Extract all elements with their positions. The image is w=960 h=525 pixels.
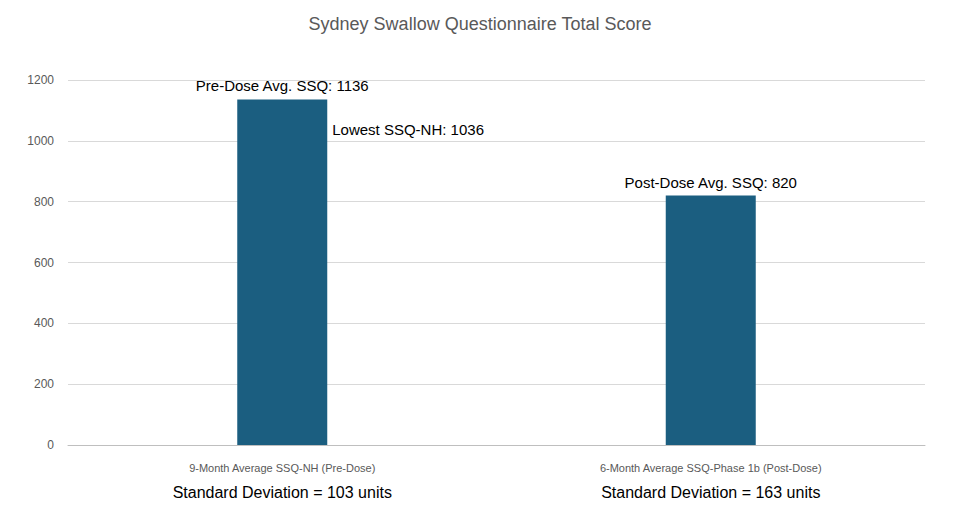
svg-text:9-Month Average SSQ-NH (Pre-Do: 9-Month Average SSQ-NH (Pre-Dose): [189, 462, 375, 474]
svg-text:Post-Dose Avg. SSQ: 820: Post-Dose Avg. SSQ: 820: [625, 174, 797, 191]
svg-text:1200: 1200: [27, 73, 54, 87]
svg-text:6-Month Average SSQ-Phase 1b (: 6-Month Average SSQ-Phase 1b (Post-Dose): [600, 462, 822, 474]
svg-text:400: 400: [34, 316, 54, 330]
svg-text:Standard Deviation = 163 units: Standard Deviation = 163 units: [601, 484, 820, 501]
svg-text:0: 0: [47, 438, 54, 452]
svg-text:200: 200: [34, 377, 54, 391]
svg-text:Standard Deviation = 103 units: Standard Deviation = 103 units: [173, 484, 392, 501]
svg-text:Sydney Swallow Questionnaire T: Sydney Swallow Questionnaire Total Score: [309, 14, 652, 34]
svg-text:1000: 1000: [27, 134, 54, 148]
svg-text:800: 800: [34, 195, 54, 209]
svg-text:Pre-Dose Avg. SSQ: 1136: Pre-Dose Avg. SSQ: 1136: [196, 77, 369, 94]
svg-text:600: 600: [34, 256, 54, 270]
svg-text:Lowest SSQ-NH: 1036: Lowest SSQ-NH: 1036: [332, 121, 484, 138]
